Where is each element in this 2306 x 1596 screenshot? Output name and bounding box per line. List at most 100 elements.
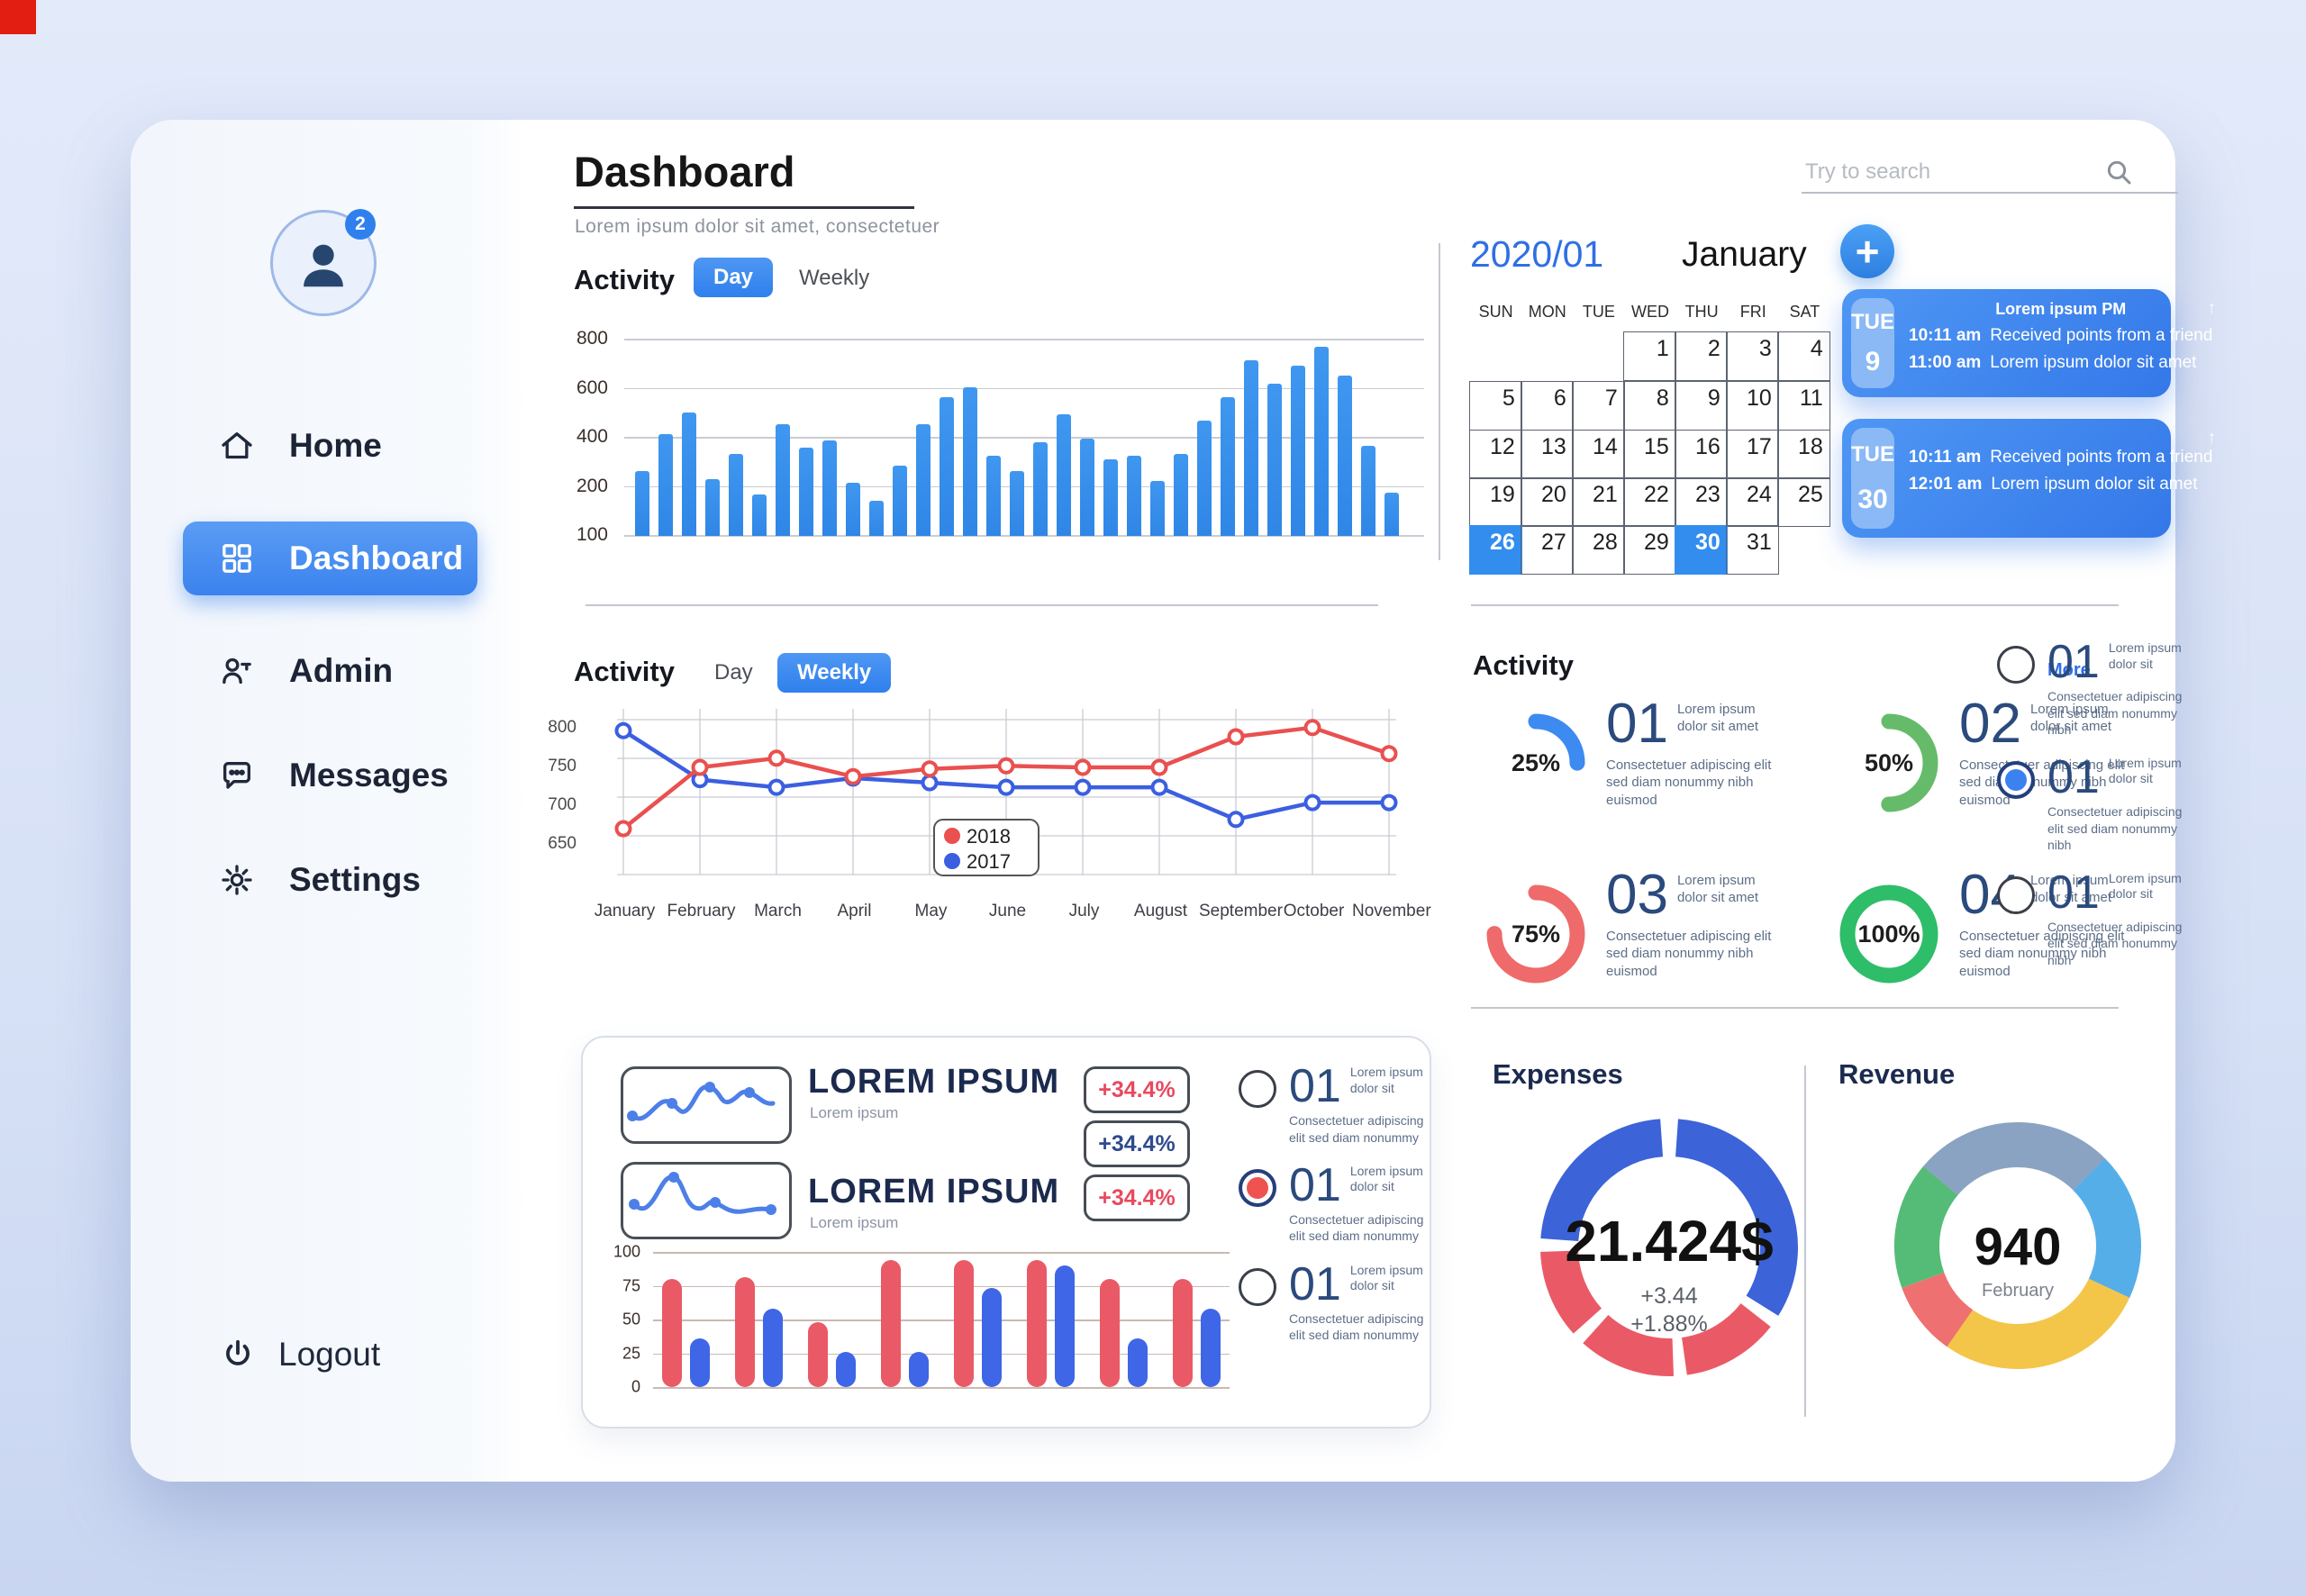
stat-number: 03 (1606, 864, 1668, 926)
add-event-button[interactable]: + (1840, 224, 1894, 278)
calendar-day-20[interactable]: 20 (1521, 477, 1574, 528)
gridline (624, 339, 1424, 340)
event-date-badge: TUE 9 (1851, 298, 1894, 388)
radio-button[interactable] (1997, 646, 2035, 684)
delta-badge: +34.4% (1084, 1120, 1190, 1167)
radio-button[interactable] (1997, 875, 2035, 914)
calendar-day-5[interactable]: 5 (1469, 381, 1522, 431)
event-card[interactable]: TUE 30 ↑ 10:11 am Received points from a … (1842, 419, 2216, 538)
bar (729, 453, 743, 536)
radio-list-item: 01 Lorem ipsum dolor sit Consectetuer adip… (1997, 639, 2182, 738)
expenses-title: Expenses (1493, 1058, 1623, 1090)
calendar-day-23[interactable]: 23 (1675, 477, 1728, 528)
bar (1338, 376, 1352, 536)
sidebar-item-home[interactable]: Home (183, 417, 477, 475)
event-time: 11:00 am (1909, 353, 1982, 372)
radio-desc-side: Lorem ipsum dolor sit (1349, 1163, 1423, 1194)
y-tick-label: 800 (576, 328, 608, 349)
calendar-day-1[interactable]: 1 (1623, 331, 1676, 382)
y-tick-label: 75 (622, 1276, 640, 1294)
calendar-day-24[interactable]: 24 (1726, 477, 1779, 528)
y-tick-label: 50 (622, 1310, 640, 1328)
search-icon[interactable] (2104, 158, 2133, 186)
month-label: July (1068, 902, 1100, 920)
expenses-delta: +3.44 (1640, 1283, 1698, 1309)
calendar-day-19[interactable]: 19 (1469, 477, 1522, 528)
revenue-title: Revenue (1838, 1058, 1956, 1090)
calendar-day-11[interactable]: 11 (1777, 381, 1830, 431)
calendar-day-31[interactable]: 31 (1726, 525, 1779, 576)
calendar-day-17[interactable]: 17 (1726, 429, 1779, 479)
bar (799, 448, 813, 536)
divider-vertical (1439, 243, 1440, 560)
event-date: 30 (1857, 484, 1888, 514)
more-link[interactable]: More (2047, 660, 2091, 680)
calendar-day-7[interactable]: 7 (1572, 381, 1625, 431)
stat-text: 01 Lorem ipsum dolor sit amet Consectetuer… (1606, 696, 1793, 842)
radio-desc-side: Lorem ipsum dolor sit (2108, 755, 2182, 786)
calendar-day-2[interactable]: 2 (1675, 331, 1728, 382)
weekly-toggle-button-2[interactable]: Weekly (777, 653, 892, 693)
calendar-day-13[interactable]: 13 (1521, 429, 1574, 479)
logout-button[interactable]: Logout (221, 1336, 380, 1374)
divider-horizontal (1471, 1007, 2119, 1009)
radio-button[interactable] (1239, 1267, 1276, 1306)
radio-text: 01 Lorem ipsum dolor sit Consectetuer adip… (2047, 869, 2188, 968)
sidebar-item-admin[interactable]: Admin (183, 642, 477, 700)
calendar-year-month[interactable]: 2020/01 (1470, 233, 1604, 275)
day-toggle-button-2[interactable]: Day (714, 660, 753, 685)
calendar-day-16[interactable]: 16 (1675, 429, 1728, 479)
calendar-day-8[interactable]: 8 (1623, 381, 1676, 431)
bar (682, 413, 696, 536)
calendar-day-14[interactable]: 14 (1572, 429, 1625, 479)
bar-chart-y-axis: 800 600 400 200 100 (561, 328, 615, 545)
search-input[interactable] (1802, 152, 2178, 194)
sidebar-item-dashboard[interactable]: Dashboard (183, 521, 477, 595)
calendar-day-9[interactable]: 9 (1675, 381, 1728, 431)
calendar-day-18[interactable]: 18 (1777, 429, 1830, 479)
bar-group (1100, 1278, 1148, 1387)
calendar-day-28[interactable]: 28 (1572, 525, 1625, 576)
y-tick-label: 400 (576, 426, 608, 447)
sidebar: 2 Home Dashboard Admin Messages Settings Log… (131, 120, 527, 1482)
calendar-day-6[interactable]: 6 (1521, 381, 1574, 431)
radio-button[interactable] (1239, 1070, 1276, 1108)
month-label: March (754, 902, 802, 920)
delta-badge: +34.4% (1084, 1174, 1190, 1221)
calendar-day-4[interactable]: 4 (1777, 331, 1830, 382)
bar (909, 1351, 929, 1387)
sidebar-item-settings[interactable]: Settings (183, 851, 477, 909)
bar (963, 387, 977, 536)
bar (1201, 1309, 1221, 1387)
y-tick-label: 100 (576, 524, 608, 545)
calendar-day-22[interactable]: 22 (1623, 477, 1676, 528)
radio-text: 01 Lorem ipsum dolor sit Consectetuer adip… (2047, 639, 2188, 738)
event-row: 10:11 am Received points from a friend (1909, 448, 2212, 467)
weekly-toggle-button[interactable]: Weekly (799, 266, 870, 290)
calendar-day-26[interactable]: 26 (1469, 525, 1522, 576)
calendar-empty-cell (1470, 332, 1521, 382)
calendar-day-30[interactable]: 30 (1675, 525, 1728, 576)
calendar-day-29[interactable]: 29 (1623, 525, 1676, 576)
calendar-day-15[interactable]: 15 (1623, 429, 1676, 479)
calendar-day-21[interactable]: 21 (1572, 477, 1625, 528)
calendar-day-27[interactable]: 27 (1521, 525, 1574, 576)
calendar-day-25[interactable]: 25 (1777, 477, 1830, 528)
power-icon (226, 1339, 250, 1365)
calendar-day-10[interactable]: 10 (1726, 381, 1779, 431)
stat-desc-side: Lorem ipsum dolor sit amet (1676, 702, 1759, 734)
sidebar-item-messages[interactable]: Messages (183, 747, 477, 804)
radio-desc: Consectetuer adipiscing elit sed diam no… (1289, 1212, 1424, 1244)
event-card[interactable]: TUE 9 ↑ Lorem ipsum PM 10:11 am Received … (1842, 289, 2216, 397)
radio-button[interactable] (1239, 1168, 1276, 1207)
calendar-day-12[interactable]: 12 (1469, 429, 1522, 479)
summary-row-title: LOREM IPSUM (808, 1173, 1060, 1211)
day-toggle-button[interactable]: Day (694, 258, 774, 297)
calendar-day-3[interactable]: 3 (1726, 331, 1779, 382)
notification-badge: 2 (345, 209, 376, 240)
month-label: January (594, 902, 656, 920)
radio-button[interactable] (1997, 760, 2035, 799)
avatar[interactable]: 2 (270, 209, 377, 316)
bar (1033, 441, 1048, 536)
event-date: 9 (1865, 346, 1881, 376)
